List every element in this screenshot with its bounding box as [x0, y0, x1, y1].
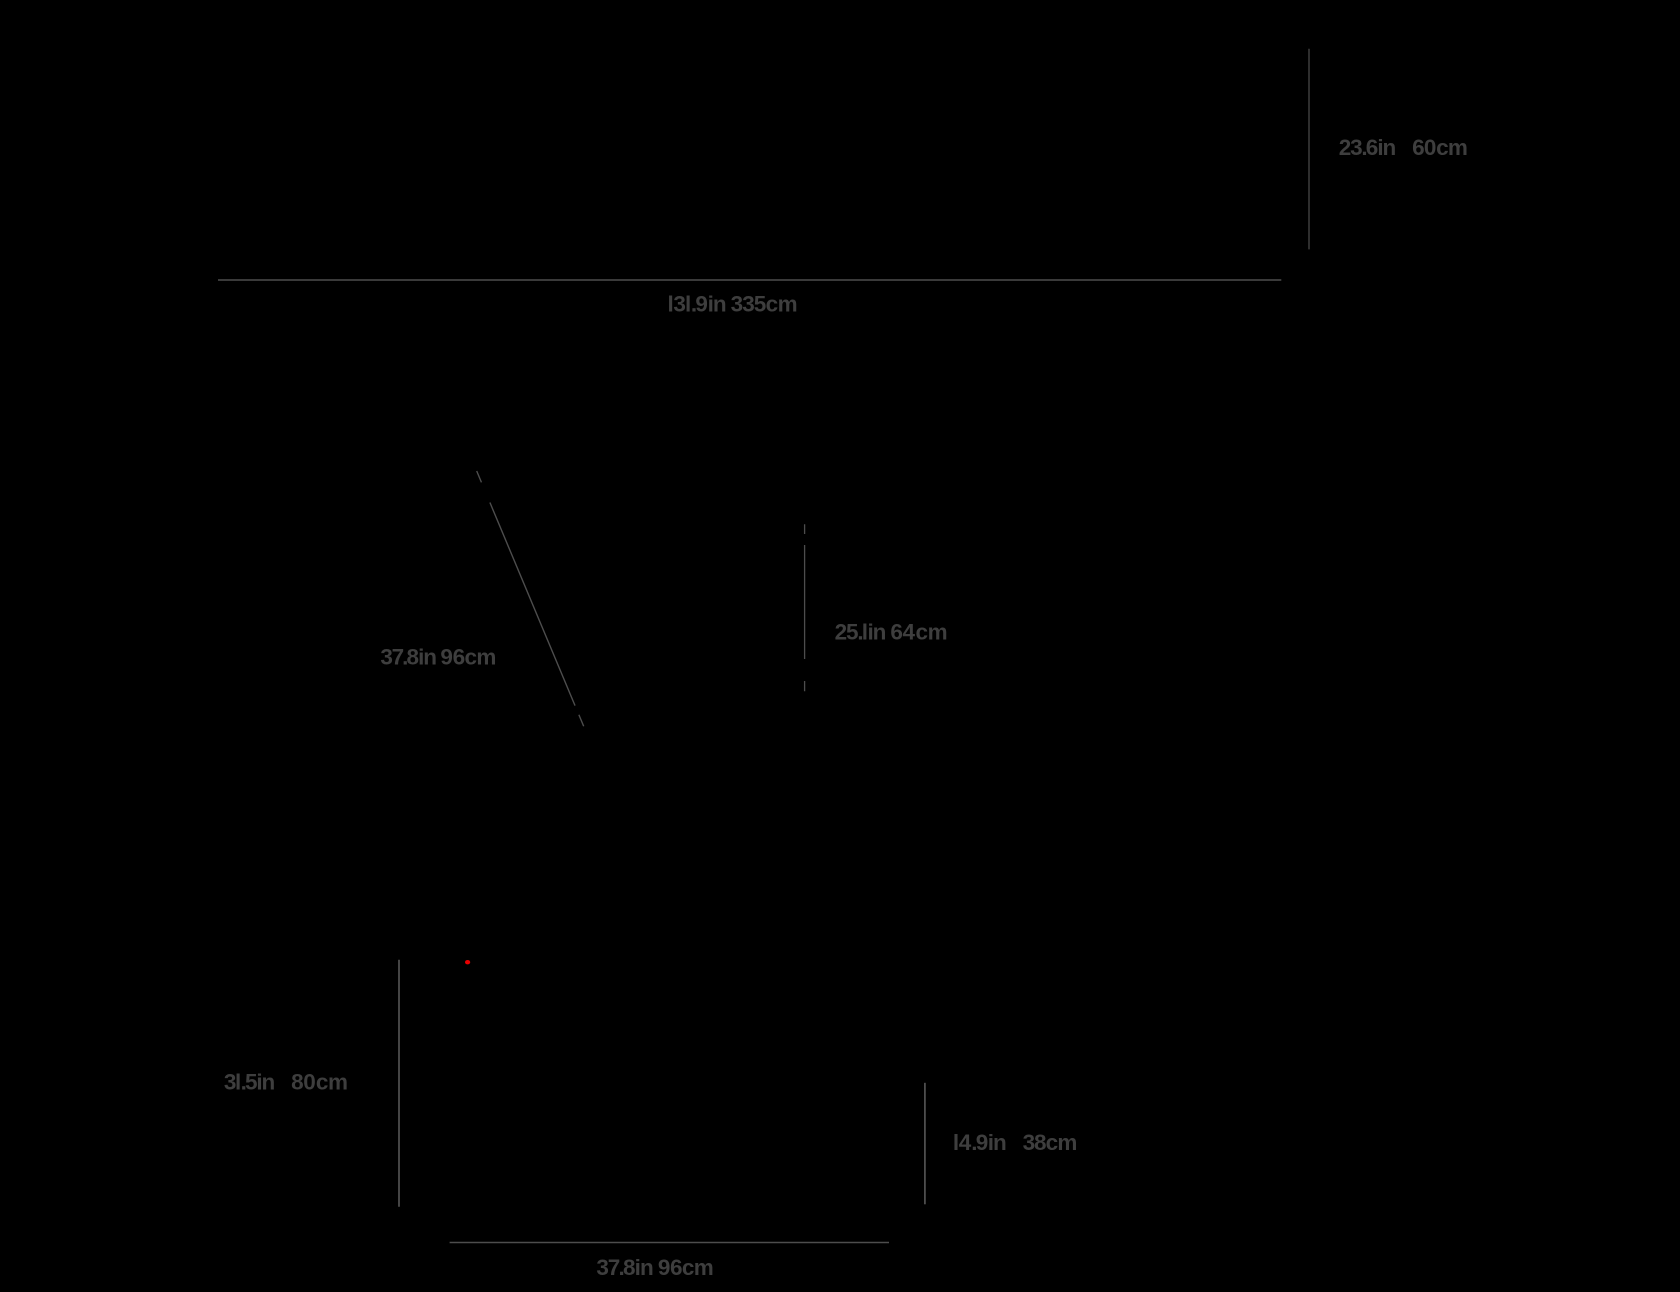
- svg-text:37.8in: 37.8in: [380, 644, 437, 669]
- svg-text:80cm: 80cm: [291, 1070, 348, 1095]
- svg-text:23.6in: 23.6in: [1339, 135, 1397, 160]
- svg-text:l4.9in: l4.9in: [953, 1130, 1007, 1155]
- svg-text:3l.5in: 3l.5in: [224, 1070, 275, 1095]
- svg-text:60cm: 60cm: [1412, 135, 1468, 160]
- svg-text:37.8in: 37.8in: [596, 1255, 653, 1280]
- svg-text:l3l.9in: l3l.9in: [668, 291, 727, 316]
- svg-text:64cm: 64cm: [890, 619, 947, 644]
- svg-text:25.lin: 25.lin: [835, 619, 887, 644]
- svg-text:38cm: 38cm: [1023, 1130, 1078, 1155]
- svg-text:335cm: 335cm: [731, 291, 798, 316]
- svg-text:96cm: 96cm: [658, 1255, 714, 1280]
- svg-text:96cm: 96cm: [440, 644, 496, 669]
